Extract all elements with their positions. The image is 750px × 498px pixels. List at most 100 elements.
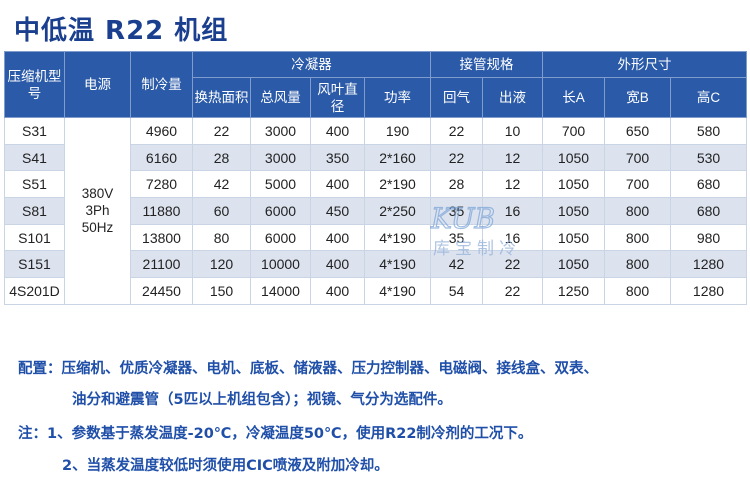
cell-air: 3000: [250, 117, 311, 145]
cell-fpower: 190: [364, 117, 431, 145]
header-fan-power: 功率: [364, 77, 431, 118]
cell-area: 42: [192, 170, 251, 199]
page-title: 中低温 R22 机组: [14, 16, 229, 46]
cell-air: 3000: [250, 143, 311, 172]
cell-area: 80: [192, 223, 251, 252]
header-length: 长A: [542, 77, 605, 118]
cell-dia: 400: [310, 277, 365, 305]
cell-W: 800: [604, 250, 671, 279]
cell-capacity: 11880: [130, 197, 193, 225]
cell-out: 12: [482, 143, 543, 172]
cell-model: S31: [4, 117, 65, 145]
cell-air: 6000: [250, 223, 311, 252]
cell-H: 580: [669, 117, 748, 145]
cell-fpower: 2*250: [364, 197, 431, 225]
cell-ret: 28: [430, 170, 483, 199]
cell-L: 1050: [542, 143, 605, 172]
spec-table: 压缩机型号 电源 制冷量 冷凝器 接管规格 外形尺寸 换热面积 总风量 风叶直径…: [4, 51, 748, 305]
cell-model: S81: [4, 197, 65, 225]
cell-model: S51: [4, 170, 65, 199]
cell-H: 980: [669, 223, 748, 252]
cell-dia: 400: [310, 250, 365, 279]
cell-ret: 22: [430, 117, 483, 145]
table-row: S41 6160 28 3000 350 2*160 22 12 1050 700 530: [4, 143, 748, 172]
cell-area: 22: [192, 117, 251, 145]
header-capacity: 制冷量: [130, 51, 193, 118]
table-row: S51 7280 42 5000 400 2*190 28 12 1050 700 680: [4, 170, 748, 199]
cell-dia: 400: [310, 117, 365, 145]
table-row: S31 380V 3Ph 50Hz 4960 22 3000 400 190 22 10 700 6…: [4, 117, 748, 305]
cell-L: 1050: [542, 250, 605, 279]
cell-capacity: 24450: [130, 277, 193, 305]
table-body: S31 380V 3Ph 50Hz 4960 22 3000 400 190 22 10 700 6…: [4, 117, 748, 305]
cell-fpower: 4*190: [364, 223, 431, 252]
cell-H: 1280: [669, 277, 748, 305]
config-line-1: 配置：压缩机、优质冷凝器、电机、底板、储液器、压力控制器、电磁阀、接线盒、双表、: [18, 361, 598, 377]
cell-fpower: 2*160: [364, 143, 431, 172]
cell-W: 700: [604, 170, 671, 199]
cell-out: 16: [482, 197, 543, 225]
cell-fpower: 2*190: [364, 170, 431, 199]
cell-H: 680: [669, 197, 748, 225]
cell-out: 22: [482, 250, 543, 279]
cell-H: 680: [669, 170, 748, 199]
cell-ret: 42: [430, 250, 483, 279]
cell-L: 700: [542, 117, 605, 145]
header-return-gas: 回气: [430, 77, 483, 118]
cell-W: 800: [604, 197, 671, 225]
cell-model: 4S201D: [4, 277, 65, 305]
cell-air: 6000: [250, 197, 311, 225]
cell-L: 1050: [542, 170, 605, 199]
cell-ret: 22: [430, 143, 483, 172]
cell-W: 800: [604, 223, 671, 252]
cell-area: 150: [192, 277, 251, 305]
cell-dia: 350: [310, 143, 365, 172]
header-model: 压缩机型号: [4, 51, 65, 118]
cell-dia: 400: [310, 170, 365, 199]
note-line-2: 2、当蒸发温度较低时须使用CIC喷液及附加冷却。: [62, 458, 389, 474]
cell-L: 1050: [542, 223, 605, 252]
table-row: 4S201D 24450 150 14000 400 4*190 54 22 1250 800 12…: [4, 277, 748, 305]
cell-capacity: 7280: [130, 170, 193, 199]
header-height: 高C: [669, 77, 748, 118]
cell-capacity: 4960: [130, 117, 193, 145]
cell-fpower: 4*190: [364, 277, 431, 305]
header-condenser: 冷凝器: [192, 51, 431, 78]
cell-dia: 400: [310, 223, 365, 252]
cell-L: 1050: [542, 197, 605, 225]
cell-capacity: 21100: [130, 250, 193, 279]
table-row: S151 21100 120 10000 400 4*190 42 22 1050 800 1280: [4, 250, 748, 279]
header-piping: 接管规格: [430, 51, 543, 78]
note-line-1: 注：1、参数基于蒸发温度-20℃，冷凝温度50℃，使用R22制冷剂的工况下。: [18, 426, 533, 442]
cell-area: 60: [192, 197, 251, 225]
header-dimensions: 外形尺寸: [541, 51, 748, 78]
cell-ret: 35: [430, 197, 483, 225]
cell-W: 650: [604, 117, 671, 145]
cell-model: S151: [4, 250, 65, 279]
cell-ret: 54: [430, 277, 483, 305]
cell-out: 12: [482, 170, 543, 199]
power-supply-cell: 380V 3Ph 50Hz: [64, 117, 131, 305]
cell-L: 1250: [542, 277, 605, 305]
cell-dia: 450: [310, 197, 365, 225]
cell-out: 16: [482, 223, 543, 252]
cell-capacity: 6160: [130, 143, 193, 172]
cell-model: S101: [4, 223, 65, 252]
header-fan-diameter: 风叶直径: [310, 77, 365, 118]
header-liquid-outlet: 出液: [482, 77, 543, 118]
cell-capacity: 13800: [130, 223, 193, 252]
cell-out: 10: [482, 117, 543, 145]
header-width: 宽B: [604, 77, 671, 118]
header-power-supply: 电源: [64, 51, 131, 118]
cell-H: 530: [669, 143, 748, 172]
cell-air: 14000: [250, 277, 311, 305]
cell-area: 28: [192, 143, 251, 172]
cell-W: 700: [604, 143, 671, 172]
table-row: S81 11880 60 6000 450 2*250 35 16 1050 800 680: [4, 197, 748, 225]
cell-H: 1280: [669, 250, 748, 279]
cell-air: 5000: [250, 170, 311, 199]
cell-model: S41: [4, 143, 65, 172]
cell-area: 120: [192, 250, 251, 279]
cell-ret: 35: [430, 223, 483, 252]
header-heat-area: 换热面积: [192, 77, 251, 118]
